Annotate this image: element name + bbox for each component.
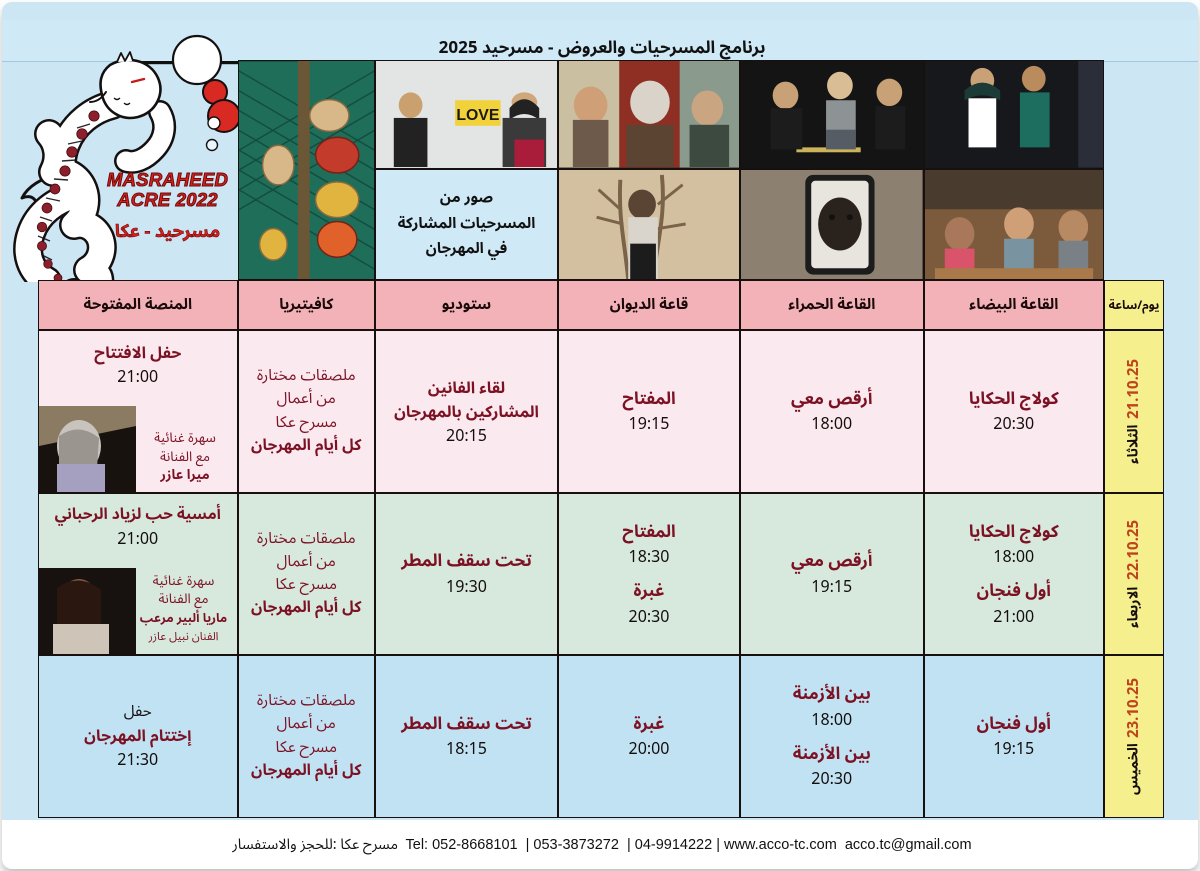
svg-text:LOVE: LOVE <box>456 107 499 124</box>
